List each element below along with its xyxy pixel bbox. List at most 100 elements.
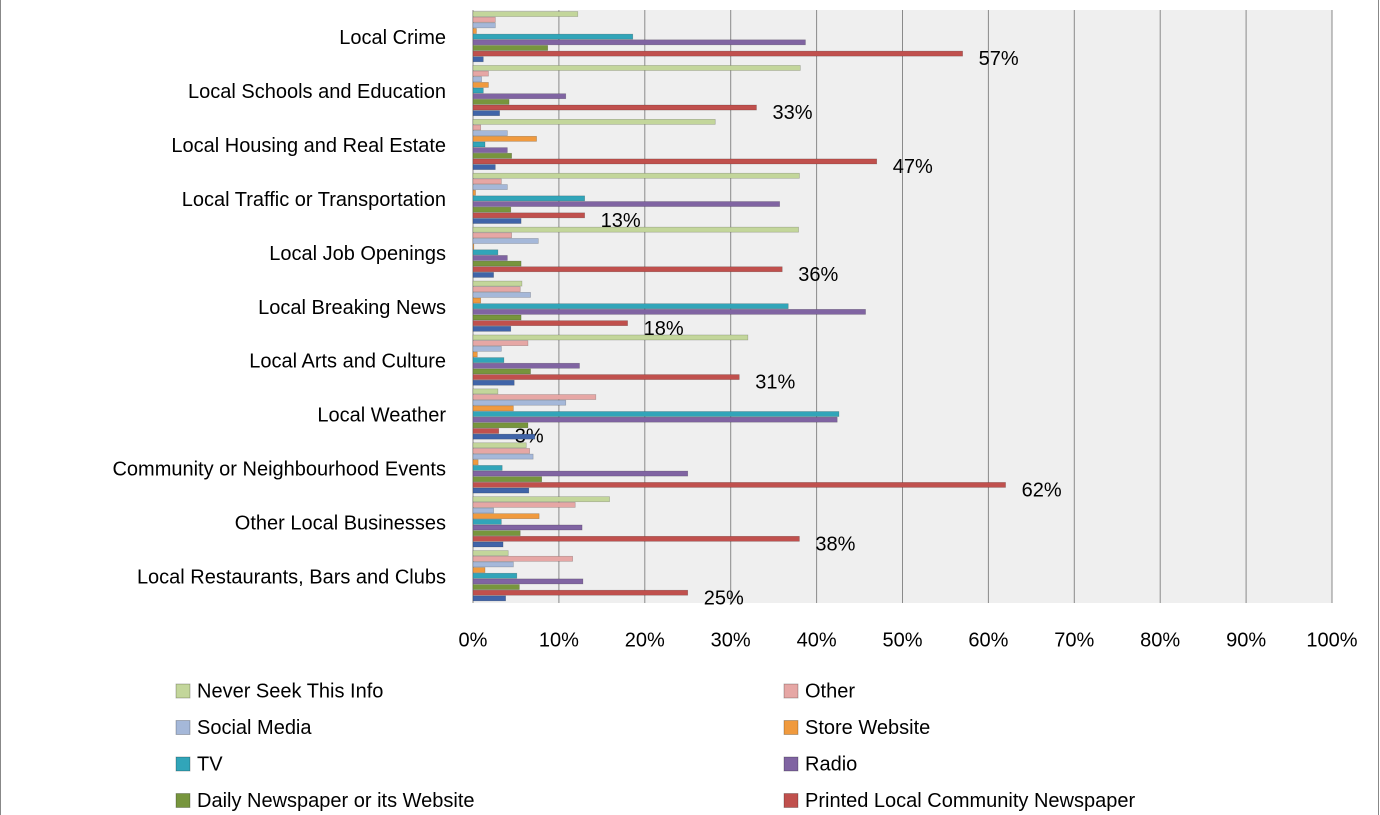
- bar: [472, 513, 540, 520]
- y-tick-label: Local Breaking News: [258, 297, 446, 319]
- bar: [472, 584, 520, 590]
- legend-label: TV: [197, 753, 223, 775]
- bar: [472, 578, 584, 585]
- bar: [472, 595, 506, 602]
- bar: [472, 379, 515, 386]
- bar: [472, 320, 628, 326]
- bar: [472, 405, 514, 412]
- bar: [472, 65, 801, 71]
- x-tick-label: 70%: [1054, 629, 1094, 651]
- bar: [472, 416, 838, 423]
- bar: [472, 368, 531, 375]
- bar: [472, 394, 597, 400]
- bar: [472, 141, 486, 148]
- x-tick-label: 90%: [1226, 629, 1266, 651]
- bar: [472, 351, 478, 358]
- bar: [472, 555, 573, 562]
- legend-swatch: [175, 720, 191, 735]
- bar: [472, 130, 508, 136]
- bar: [472, 340, 529, 346]
- legend-label: Other: [805, 680, 855, 702]
- bar: [472, 519, 502, 525]
- data-label: 38%: [815, 533, 855, 555]
- bar: [472, 388, 499, 395]
- bar: [472, 178, 502, 185]
- legend-swatch: [783, 793, 799, 808]
- bar: [472, 104, 757, 111]
- bar: [472, 255, 508, 261]
- bar: [472, 50, 963, 57]
- bar: [472, 292, 531, 298]
- bar: [472, 567, 486, 573]
- legend-label: Social Media: [197, 717, 312, 739]
- legend-swatch: [783, 756, 799, 772]
- bar: [472, 249, 499, 256]
- bar: [472, 399, 567, 406]
- bar: [472, 82, 489, 88]
- bar: [472, 218, 522, 224]
- bar: [472, 487, 530, 494]
- legend-label: Printed Local Community Newspaper: [805, 790, 1135, 812]
- bar: [472, 212, 585, 219]
- bar: [472, 16, 496, 23]
- x-tick-label: 10%: [539, 629, 579, 651]
- bar: [472, 530, 521, 536]
- bar: [472, 325, 512, 332]
- x-tick-label: 0%: [459, 629, 488, 651]
- bar: [472, 482, 1006, 488]
- data-label: 33%: [772, 102, 812, 124]
- data-label: 18%: [644, 318, 684, 340]
- legend-label: Daily Newspaper or its Website: [197, 790, 475, 812]
- bar: [472, 124, 482, 131]
- data-label: 57%: [979, 48, 1019, 70]
- bar: [472, 362, 580, 369]
- x-tick-label: 80%: [1140, 629, 1180, 651]
- bar: [472, 266, 783, 273]
- x-tick-label: 30%: [711, 629, 751, 651]
- bar: [472, 11, 579, 17]
- bar: [472, 158, 878, 165]
- x-tick-label: 100%: [1306, 629, 1357, 651]
- bar: [472, 22, 496, 29]
- bar: [472, 280, 523, 287]
- x-tick-label: 40%: [797, 629, 837, 651]
- legend-swatch: [783, 683, 799, 699]
- bar: [472, 453, 534, 460]
- bar: [472, 314, 522, 321]
- bar: [472, 184, 508, 190]
- bar: [472, 442, 527, 449]
- data-label: 62%: [1022, 479, 1062, 501]
- bar: [472, 152, 512, 159]
- legend-label: Radio: [805, 753, 857, 775]
- bar: [472, 99, 510, 105]
- y-tick-label: Local Restaurants, Bars and Clubs: [137, 566, 446, 588]
- y-tick-label: Community or Neighbourhood Events: [112, 459, 446, 481]
- bar: [472, 465, 503, 471]
- legend-swatch: [175, 793, 191, 808]
- bar: [472, 189, 476, 196]
- bar: [472, 87, 484, 94]
- bar: [472, 433, 536, 440]
- bar: [472, 572, 518, 579]
- bar: [472, 345, 502, 352]
- bar: [472, 260, 522, 267]
- x-tick-label: 20%: [625, 629, 665, 651]
- y-tick-label: Other Local Businesses: [235, 512, 446, 534]
- bar: [472, 93, 567, 100]
- bar: [472, 172, 800, 179]
- x-tick-label: 50%: [882, 629, 922, 651]
- legend-label: Never Seek This Info: [197, 680, 383, 702]
- bar: [472, 119, 716, 125]
- bar: [472, 135, 537, 142]
- y-tick-label: Local Arts and Culture: [249, 351, 446, 373]
- bar: [472, 459, 479, 466]
- y-tick-label: Local Crime: [339, 27, 446, 49]
- bar: [472, 206, 512, 213]
- bar: [472, 303, 789, 310]
- bar: [472, 297, 482, 304]
- bar: [472, 374, 740, 380]
- legend-swatch: [175, 683, 191, 699]
- bar: [472, 428, 500, 434]
- legend-label: Store Website: [805, 717, 930, 739]
